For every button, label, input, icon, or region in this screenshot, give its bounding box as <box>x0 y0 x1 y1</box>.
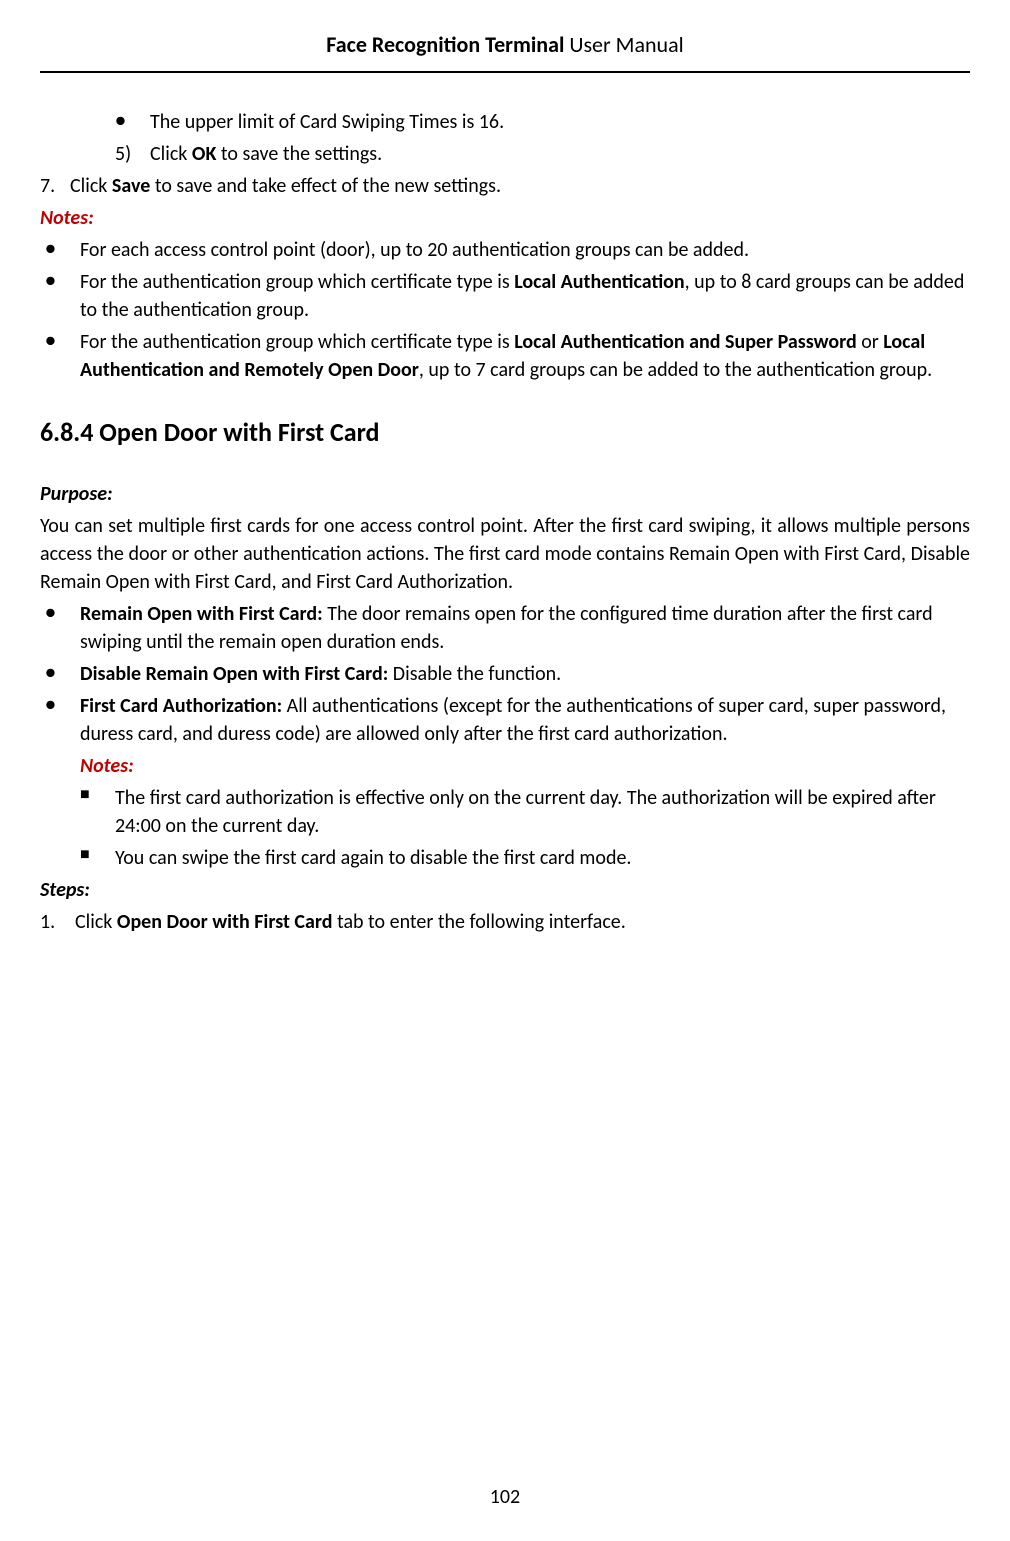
sub-note-item: The first card authorization is effectiv… <box>80 784 970 840</box>
note-item: For each access control point (door), up… <box>40 236 970 264</box>
mode-text: Disable the function. <box>388 662 561 686</box>
mode-item: First Card Authorization: All authentica… <box>40 692 970 872</box>
step-text-pre: Click <box>70 174 112 198</box>
sub-note-item: You can swipe the first card again to di… <box>80 844 970 872</box>
note-text-mid: or <box>857 330 884 354</box>
step-5-item: 5)Click OK to save the settings. <box>40 140 970 168</box>
mode-item: Disable Remain Open with First Card: Dis… <box>40 660 970 688</box>
purpose-label: Purpose: <box>40 480 970 508</box>
note-item: For the authentication group which certi… <box>40 268 970 324</box>
mode-title: Remain Open with First Card: <box>80 602 323 626</box>
note-text-bold: Local Authentication and Super Password <box>514 330 857 354</box>
section-heading: 6.8.4 Open Door with First Card <box>40 414 970 450</box>
note-text-pre: For the authentication group which certi… <box>80 270 514 294</box>
header-title-bold: Face Recognition Terminal <box>326 31 564 58</box>
step-text-bold: OK <box>192 142 216 166</box>
note-text-post: , up to 7 card groups can be added to th… <box>419 358 932 382</box>
notes-label: Notes: <box>40 204 970 232</box>
step-text-bold: Save <box>112 174 150 198</box>
page-number: 102 <box>0 1483 1010 1511</box>
page-content: The upper limit of Card Swiping Times is… <box>40 108 970 936</box>
step-1-item: 1.Click Open Door with First Card tab to… <box>40 908 970 936</box>
step-text-post: to save and take effect of the new setti… <box>150 174 501 198</box>
modes-bullet-list: Remain Open with First Card: The door re… <box>40 600 970 872</box>
page-header: Face Recognition Terminal User Manual <box>40 30 970 73</box>
step-7-item: 7.Click Save to save and take effect of … <box>40 172 970 200</box>
sub-notes-list: The first card authorization is effectiv… <box>80 784 970 872</box>
step-text-bold: Open Door with First Card <box>117 910 333 934</box>
notes-bullet-list: For each access control point (door), up… <box>40 236 970 384</box>
purpose-text: You can set multiple first cards for one… <box>40 512 970 596</box>
note-item: For the authentication group which certi… <box>40 328 970 384</box>
step-text-pre: Click <box>150 142 192 166</box>
sub-note-text: The first card authorization is effectiv… <box>115 786 936 838</box>
mode-item: Remain Open with First Card: The door re… <box>40 600 970 656</box>
step-number: 5) <box>115 140 150 168</box>
document-page: Face Recognition Terminal User Manual Th… <box>0 0 1010 1541</box>
mode-title: First Card Authorization: <box>80 694 282 718</box>
step-text-post: tab to enter the following interface. <box>332 910 625 934</box>
note-text-bold: Local Authentication <box>514 270 684 294</box>
step-number: 1. <box>40 908 75 936</box>
step-text-post: to save the settings. <box>216 142 382 166</box>
bullet-text: The upper limit of Card Swiping Times is… <box>150 110 504 134</box>
bullet-item: The upper limit of Card Swiping Times is… <box>115 108 970 136</box>
note-text-pre: For the authentication group which certi… <box>80 330 514 354</box>
top-bullet-list: The upper limit of Card Swiping Times is… <box>40 108 970 136</box>
note-text: For each access control point (door), up… <box>80 238 749 262</box>
steps-label: Steps: <box>40 876 970 904</box>
mode-title: Disable Remain Open with First Card: <box>80 662 388 686</box>
sub-notes-label: Notes: <box>80 752 970 780</box>
sub-note-text: You can swipe the first card again to di… <box>115 846 631 870</box>
step-number: 7. <box>40 172 70 200</box>
header-title-normal: User Manual <box>564 31 683 58</box>
step-text-pre: Click <box>75 910 117 934</box>
